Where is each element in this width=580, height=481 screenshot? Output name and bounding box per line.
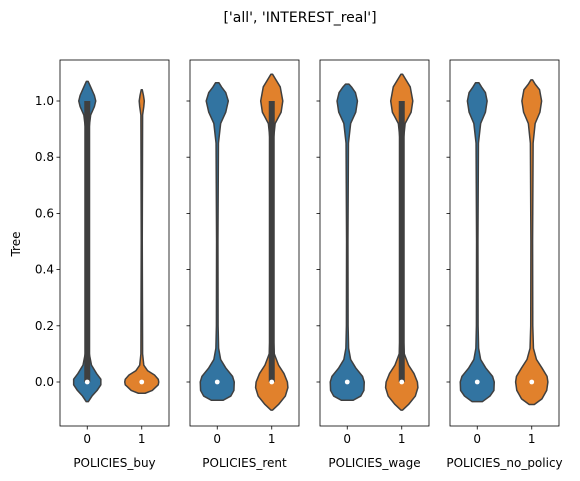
median-dot	[84, 379, 90, 385]
panel-1: 0.0 0.2 0.4 0.6 0.8 1.0 0 1 POLICIES_buy	[35, 59, 170, 470]
x-tick-label: 0	[213, 432, 221, 446]
axes-frame	[189, 59, 300, 427]
axes-frame	[59, 59, 170, 427]
median-dot	[344, 379, 350, 385]
x-tick-label: 1	[138, 432, 146, 446]
axes-frame	[449, 59, 560, 427]
panels: 0.0 0.2 0.4 0.6 0.8 1.0 0 1 POLICIES_buy 0 1 POLICI…	[35, 59, 563, 470]
median-dot	[529, 379, 535, 385]
violin-POLICIES_no_policy-0	[459, 81, 495, 403]
median-dot	[269, 379, 275, 385]
y-tick-label: 1.0	[35, 94, 54, 108]
y-tick-label: 0.8	[35, 150, 54, 164]
panel-4: 0 1 POLICIES_no_policy	[446, 59, 563, 470]
x-axis-label: POLICIES_no_policy	[446, 456, 562, 470]
y-tick-label: 0.0	[35, 375, 54, 389]
y-tick-label: 0.4	[35, 263, 54, 277]
panel-3: 0 1 POLICIES_wage	[316, 59, 430, 470]
axes-frame	[319, 59, 430, 427]
panel-2: 0 1 POLICIES_rent	[186, 59, 300, 470]
median-dot	[214, 379, 220, 385]
iqr-box	[268, 101, 275, 382]
violin-POLICIES_buy-1	[124, 89, 160, 394]
x-tick-label: 0	[473, 432, 481, 446]
violin-POLICIES_no_policy-1	[514, 79, 549, 406]
x-tick-label: 1	[398, 432, 406, 446]
median-dot	[399, 379, 405, 385]
median-dot	[474, 379, 480, 385]
x-axis-label: POLICIES_wage	[328, 456, 420, 470]
iqr-box	[84, 101, 91, 382]
y-tick-label: 0.6	[35, 206, 54, 220]
x-axis-label: POLICIES_buy	[73, 456, 155, 470]
x-axis-label: POLICIES_rent	[202, 456, 287, 470]
violin-POLICIES_rent-0	[199, 81, 235, 402]
x-tick-label: 0	[343, 432, 351, 446]
x-tick-label: 1	[528, 432, 536, 446]
violin-POLICIES_wage-0	[329, 83, 365, 402]
x-tick-label: 0	[83, 432, 91, 446]
y-tick-label: 0.2	[35, 319, 54, 333]
figure-title: ['all', 'INTEREST_real']	[223, 10, 376, 26]
iqr-box	[398, 101, 405, 382]
y-axis-label: Tree	[9, 231, 23, 257]
median-dot	[139, 379, 145, 385]
x-tick-label: 1	[268, 432, 276, 446]
